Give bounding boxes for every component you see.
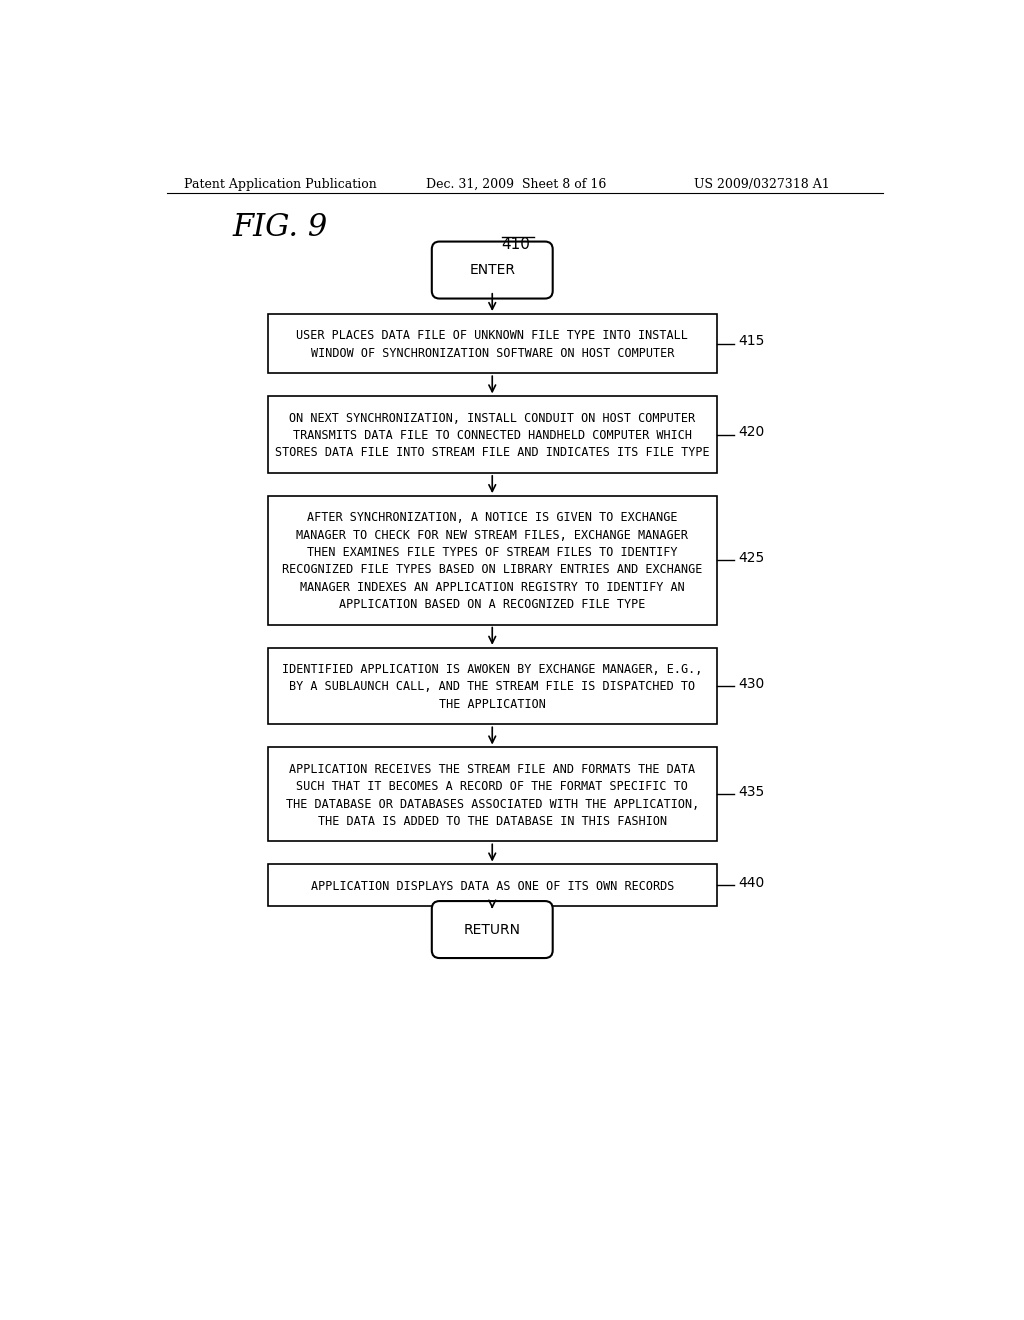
FancyBboxPatch shape <box>432 242 553 298</box>
Text: THE APPLICATION: THE APPLICATION <box>439 698 546 710</box>
Text: ENTER: ENTER <box>469 263 515 277</box>
Text: APPLICATION BASED ON A RECOGNIZED FILE TYPE: APPLICATION BASED ON A RECOGNIZED FILE T… <box>339 598 645 611</box>
FancyBboxPatch shape <box>267 314 717 374</box>
FancyBboxPatch shape <box>267 396 717 473</box>
Text: IDENTIFIED APPLICATION IS AWOKEN BY EXCHANGE MANAGER, E.G.,: IDENTIFIED APPLICATION IS AWOKEN BY EXCH… <box>282 663 702 676</box>
Text: WINDOW OF SYNCHRONIZATION SOFTWARE ON HOST COMPUTER: WINDOW OF SYNCHRONIZATION SOFTWARE ON HO… <box>310 347 674 359</box>
FancyBboxPatch shape <box>267 747 717 841</box>
Text: 440: 440 <box>738 876 764 890</box>
Text: Patent Application Publication: Patent Application Publication <box>183 178 377 190</box>
Text: BY A SUBLAUNCH CALL, AND THE STREAM FILE IS DISPATCHED TO: BY A SUBLAUNCH CALL, AND THE STREAM FILE… <box>289 681 695 693</box>
Text: US 2009/0327318 A1: US 2009/0327318 A1 <box>693 178 829 190</box>
Text: ON NEXT SYNCHRONIZATION, INSTALL CONDUIT ON HOST COMPUTER: ON NEXT SYNCHRONIZATION, INSTALL CONDUIT… <box>289 412 695 425</box>
Text: FIG. 9: FIG. 9 <box>232 213 328 243</box>
Text: 435: 435 <box>738 785 764 799</box>
Text: 430: 430 <box>738 677 764 690</box>
Text: THE DATABASE OR DATABASES ASSOCIATED WITH THE APPLICATION,: THE DATABASE OR DATABASES ASSOCIATED WIT… <box>286 797 698 810</box>
FancyBboxPatch shape <box>267 496 717 624</box>
Text: SUCH THAT IT BECOMES A RECORD OF THE FORMAT SPECIFIC TO: SUCH THAT IT BECOMES A RECORD OF THE FOR… <box>296 780 688 793</box>
FancyBboxPatch shape <box>267 865 717 907</box>
Text: 415: 415 <box>738 334 764 348</box>
Text: RECOGNIZED FILE TYPES BASED ON LIBRARY ENTRIES AND EXCHANGE: RECOGNIZED FILE TYPES BASED ON LIBRARY E… <box>282 564 702 577</box>
Text: 420: 420 <box>738 425 764 440</box>
Text: 425: 425 <box>738 550 764 565</box>
Text: Dec. 31, 2009  Sheet 8 of 16: Dec. 31, 2009 Sheet 8 of 16 <box>426 178 607 190</box>
Text: APPLICATION DISPLAYS DATA AS ONE OF ITS OWN RECORDS: APPLICATION DISPLAYS DATA AS ONE OF ITS … <box>310 880 674 892</box>
Text: THEN EXAMINES FILE TYPES OF STREAM FILES TO IDENTIFY: THEN EXAMINES FILE TYPES OF STREAM FILES… <box>307 546 678 560</box>
Text: APPLICATION RECEIVES THE STREAM FILE AND FORMATS THE DATA: APPLICATION RECEIVES THE STREAM FILE AND… <box>289 763 695 776</box>
Text: TRANSMITS DATA FILE TO CONNECTED HANDHELD COMPUTER WHICH: TRANSMITS DATA FILE TO CONNECTED HANDHEL… <box>293 429 692 442</box>
Text: MANAGER TO CHECK FOR NEW STREAM FILES, EXCHANGE MANAGER: MANAGER TO CHECK FOR NEW STREAM FILES, E… <box>296 529 688 541</box>
Text: 410: 410 <box>502 238 530 252</box>
Text: MANAGER INDEXES AN APPLICATION REGISTRY TO IDENTIFY AN: MANAGER INDEXES AN APPLICATION REGISTRY … <box>300 581 685 594</box>
Text: USER PLACES DATA FILE OF UNKNOWN FILE TYPE INTO INSTALL: USER PLACES DATA FILE OF UNKNOWN FILE TY… <box>296 330 688 342</box>
Text: RETURN: RETURN <box>464 923 521 937</box>
FancyBboxPatch shape <box>267 648 717 725</box>
Text: AFTER SYNCHRONIZATION, A NOTICE IS GIVEN TO EXCHANGE: AFTER SYNCHRONIZATION, A NOTICE IS GIVEN… <box>307 511 678 524</box>
Text: THE DATA IS ADDED TO THE DATABASE IN THIS FASHION: THE DATA IS ADDED TO THE DATABASE IN THI… <box>317 814 667 828</box>
FancyBboxPatch shape <box>432 902 553 958</box>
Text: STORES DATA FILE INTO STREAM FILE AND INDICATES ITS FILE TYPE: STORES DATA FILE INTO STREAM FILE AND IN… <box>274 446 710 459</box>
